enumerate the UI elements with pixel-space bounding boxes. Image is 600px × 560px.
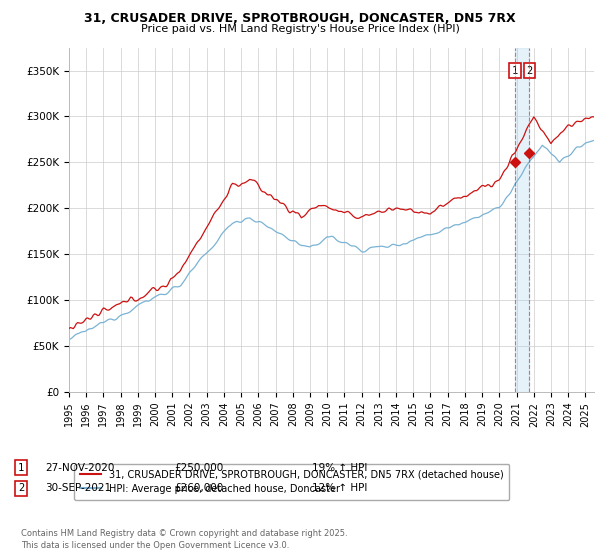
Text: Price paid vs. HM Land Registry's House Price Index (HPI): Price paid vs. HM Land Registry's House …	[140, 24, 460, 34]
Text: 27-NOV-2020: 27-NOV-2020	[45, 463, 115, 473]
Bar	[515, 48, 529, 392]
Text: 12% ↑ HPI: 12% ↑ HPI	[312, 483, 367, 493]
Text: 2: 2	[18, 483, 24, 493]
Text: 31, CRUSADER DRIVE, SPROTBROUGH, DONCASTER, DN5 7RX: 31, CRUSADER DRIVE, SPROTBROUGH, DONCAST…	[84, 12, 516, 25]
Text: 1: 1	[18, 463, 24, 473]
Legend: 31, CRUSADER DRIVE, SPROTBROUGH, DONCASTER, DN5 7RX (detached house), HPI: Avera: 31, CRUSADER DRIVE, SPROTBROUGH, DONCAST…	[74, 464, 509, 500]
Text: £250,000: £250,000	[174, 463, 223, 473]
Text: £260,000: £260,000	[174, 483, 223, 493]
Text: 2: 2	[526, 66, 533, 76]
Text: 19% ↑ HPI: 19% ↑ HPI	[312, 463, 367, 473]
Text: 1: 1	[512, 66, 518, 76]
Text: Contains HM Land Registry data © Crown copyright and database right 2025.
This d: Contains HM Land Registry data © Crown c…	[21, 529, 347, 550]
Text: 30-SEP-2021: 30-SEP-2021	[45, 483, 111, 493]
